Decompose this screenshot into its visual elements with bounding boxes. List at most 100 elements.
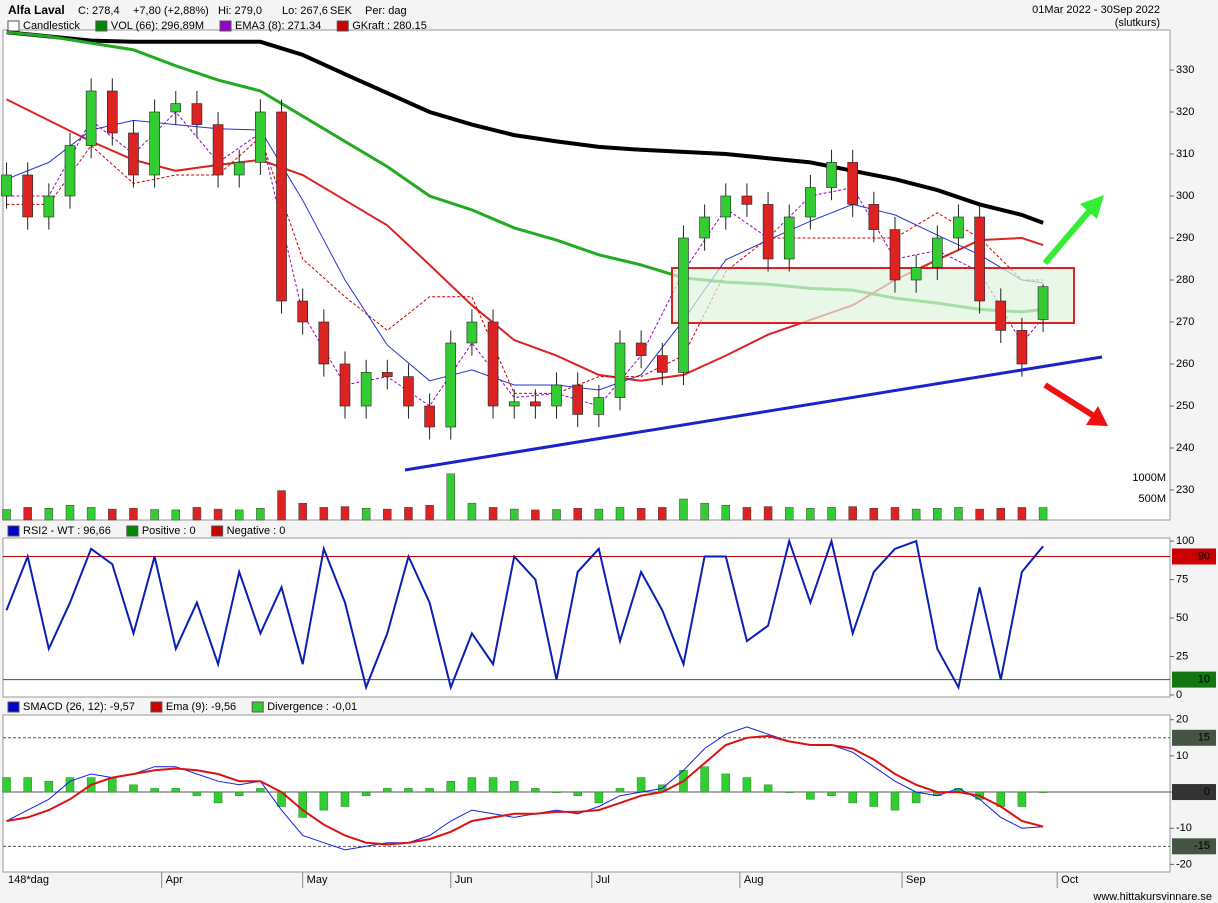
candle-body [43, 195, 55, 218]
candle-body [783, 216, 795, 260]
level-label: 90 [1198, 550, 1210, 562]
volume-bar [784, 507, 794, 521]
quote: SEK [330, 5, 353, 17]
legend-label: Positive : 0 [142, 525, 196, 537]
y-tick-label: 270 [1176, 316, 1194, 328]
legend-label: GKraft : 280.15 [352, 20, 427, 32]
candle-body [1016, 330, 1028, 365]
volume-bar [256, 507, 265, 521]
legend-swatch [7, 701, 20, 713]
volume-bar [658, 507, 667, 521]
candle-body [530, 401, 541, 407]
volume-bar [954, 507, 963, 521]
candle-body [551, 384, 562, 407]
x-tick-label: Jun [455, 874, 473, 886]
candle-body [297, 300, 308, 323]
divergence-bar [129, 784, 138, 793]
volume-bar [446, 473, 456, 521]
level-box [1172, 548, 1216, 565]
candle-body [191, 103, 203, 125]
level-box [1172, 729, 1216, 746]
moving-average [6, 119, 1044, 391]
candle-body [932, 237, 943, 268]
legend-label: Candlestick [23, 20, 80, 32]
volume-bar [573, 507, 582, 521]
title: Alfa Laval [8, 3, 65, 17]
y-tick-label: 320 [1176, 106, 1194, 118]
legend-swatch [336, 20, 349, 32]
legend-swatch [150, 701, 163, 713]
candle-body [720, 195, 732, 218]
candle-body [445, 342, 457, 428]
divergence-bar [298, 791, 307, 818]
candle-body [212, 124, 224, 176]
divergence-bar [509, 780, 519, 793]
volume-bar [2, 509, 11, 521]
volume-tick-label: 500M [1138, 493, 1166, 505]
candle-body [995, 300, 1007, 331]
volume-bar [975, 508, 984, 521]
level-label: 0 [1204, 786, 1210, 798]
rsi-line [5, 537, 1044, 691]
divergence-bar [848, 791, 857, 804]
x-tick-label: Jul [596, 874, 610, 886]
divergence-bar [340, 791, 350, 807]
candle-body [149, 111, 160, 176]
zone [671, 267, 1075, 324]
candle-body [85, 90, 97, 146]
candle-body [360, 372, 372, 407]
y-tick-label: 230 [1176, 484, 1194, 496]
divergence-bar [23, 777, 32, 793]
x-tick-label: Sep [906, 874, 926, 886]
volume-bar [911, 508, 921, 521]
candle-body [64, 145, 76, 197]
candle-body [403, 376, 414, 407]
candle-body [233, 162, 245, 176]
y-tick-label: 260 [1176, 358, 1194, 370]
period-label: 148*dag [8, 874, 49, 886]
divergence-bar [446, 780, 456, 793]
quote: Lo: 267,6 [282, 5, 328, 17]
volume-bar [192, 507, 202, 521]
candle-body [508, 401, 520, 407]
level-box [1172, 784, 1216, 801]
divergence-bar [594, 791, 604, 804]
y-tick-label: 290 [1176, 232, 1194, 244]
legend-swatch [219, 20, 232, 32]
candle-body [657, 355, 668, 373]
volume-bar [404, 507, 413, 521]
x-tick-label: Oct [1061, 874, 1078, 886]
candle-body [318, 321, 330, 365]
divergence-bar [721, 773, 731, 793]
x-tick-label: May [307, 874, 328, 886]
divergence-bar [425, 788, 434, 793]
arrow-up [1042, 206, 1095, 265]
divergence-bar [806, 791, 815, 800]
candle-body [762, 204, 774, 260]
volume-bar [1017, 507, 1027, 521]
candle-body [678, 237, 689, 373]
quote: C: 278,4 [78, 5, 120, 17]
divergence-bar [319, 791, 329, 811]
y-tick-label: 100 [1176, 535, 1194, 547]
x-tick-label: Apr [166, 874, 183, 886]
divergence-bar [256, 788, 265, 793]
candle-body [255, 111, 266, 163]
candle-body [424, 405, 435, 428]
divergence-bar [467, 777, 477, 793]
y-tick-label: 50 [1176, 612, 1188, 624]
volume-bar [425, 505, 434, 521]
legend-swatch [126, 525, 139, 537]
period: 01Mar 2022 - 30Sep 2022 [1032, 4, 1160, 16]
legend-label: Ema (9): -9,56 [166, 701, 236, 713]
candle-body [699, 216, 710, 239]
moving-average [6, 30, 1044, 225]
macd-line [6, 734, 1044, 846]
legend-label: VOL (66): 296,89M [111, 20, 204, 32]
volume-bar [615, 507, 625, 521]
volume-bar [890, 507, 900, 521]
volume-bar [721, 505, 731, 521]
candle-body [826, 162, 837, 188]
arrow-down-head [1086, 406, 1108, 426]
